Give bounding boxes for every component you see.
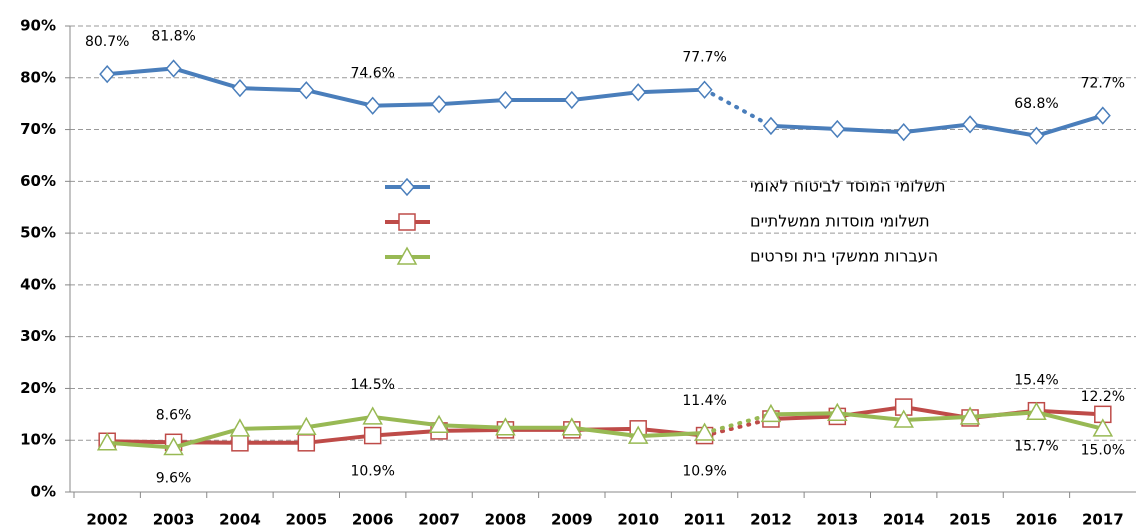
x-tick-label: 2011	[684, 511, 726, 529]
point	[231, 434, 249, 452]
point	[962, 115, 979, 134]
x-tick-label: 2017	[1082, 511, 1124, 529]
series-line	[770, 405, 1103, 421]
x-tick-label: 2013	[816, 511, 858, 529]
series-line	[107, 426, 705, 445]
y-tick-label: 70%	[20, 120, 56, 138]
y-tick-label: 0%	[31, 483, 56, 501]
point	[1094, 106, 1111, 125]
point	[231, 78, 248, 98]
x-tick-label: 2002	[86, 511, 128, 529]
x-tick-label: 2003	[153, 511, 195, 529]
x-tick-label: 2008	[485, 511, 527, 529]
legend-label: תשלומי מוסדות ממשלתיים	[750, 212, 930, 231]
y-tick-label: 80%	[20, 68, 56, 86]
data-label: 15.7%	[1014, 439, 1058, 455]
data-label: 10.9%	[350, 464, 394, 480]
y-tick-label: 50%	[20, 224, 56, 242]
x-tick-label: 2007	[418, 511, 460, 529]
x-tick-label: 2004	[219, 511, 261, 529]
point	[298, 81, 315, 100]
data-label: 14.5%	[350, 377, 394, 393]
point	[829, 119, 846, 139]
y-tick-label: 30%	[20, 327, 56, 345]
data-label: 74.6%	[350, 66, 394, 82]
series-line-dotted	[702, 412, 773, 435]
x-tick-label: 2010	[617, 511, 659, 529]
point	[297, 434, 316, 452]
data-label: 81.8%	[151, 28, 195, 44]
point	[99, 65, 116, 84]
point	[893, 409, 914, 428]
point	[428, 414, 450, 433]
legend-marker	[399, 177, 415, 197]
point	[563, 90, 580, 110]
y-tick-label: 10%	[20, 431, 56, 449]
data-label: 68.8%	[1014, 96, 1058, 112]
point	[163, 436, 184, 456]
point	[696, 80, 713, 99]
data-label: 12.2%	[1081, 389, 1125, 405]
series-line	[770, 113, 1104, 138]
data-label: 72.7%	[1081, 76, 1125, 92]
point	[96, 432, 118, 451]
point	[431, 95, 448, 114]
y-tick-label: 40%	[20, 275, 56, 293]
x-tick-label: 2015	[949, 511, 991, 529]
legend-label: העברות ממשקי בית ופרטים	[750, 247, 938, 266]
point	[363, 426, 382, 445]
data-label: 11.4%	[682, 393, 726, 409]
point	[165, 59, 182, 78]
series-line	[770, 410, 1104, 431]
point	[296, 416, 317, 436]
data-label: 15.0%	[1081, 442, 1125, 458]
point	[1028, 126, 1045, 145]
point	[495, 417, 516, 436]
point	[694, 422, 715, 441]
data-label: 80.7%	[85, 34, 129, 50]
data-label: 77.7%	[682, 50, 726, 66]
series-line-dotted	[702, 87, 773, 128]
point	[362, 406, 383, 425]
point	[630, 83, 647, 102]
point	[229, 418, 251, 437]
point	[895, 123, 912, 142]
point	[762, 116, 779, 136]
y-tick-label: 20%	[20, 379, 56, 397]
y-tick-label: 90%	[20, 17, 56, 35]
series-line	[107, 414, 705, 450]
series-line-dotted	[702, 416, 773, 438]
y-tick-label: 60%	[20, 172, 56, 190]
data-label: 8.6%	[156, 407, 192, 423]
point	[827, 402, 848, 422]
point	[627, 425, 649, 444]
point	[1026, 401, 1047, 421]
series-line	[107, 66, 705, 108]
data-label: 15.4%	[1014, 372, 1058, 388]
x-tick-label: 2012	[750, 511, 792, 529]
point	[760, 403, 782, 423]
data-label: 9.6%	[156, 470, 192, 486]
point	[959, 406, 981, 425]
point	[561, 417, 583, 436]
legend-marker	[398, 213, 416, 231]
point	[364, 96, 381, 115]
x-tick-label: 2016	[1016, 511, 1058, 529]
point	[1092, 418, 1114, 437]
data-label: 10.9%	[682, 464, 726, 480]
legend-marker	[396, 246, 418, 265]
x-tick-label: 2009	[551, 511, 593, 529]
legend-label: תשלומי המוסד לביטוח לאומי	[750, 177, 946, 196]
x-tick-label: 2014	[883, 511, 925, 529]
x-tick-label: 2005	[285, 511, 327, 529]
point	[497, 90, 514, 110]
x-tick-label: 2006	[352, 511, 394, 529]
